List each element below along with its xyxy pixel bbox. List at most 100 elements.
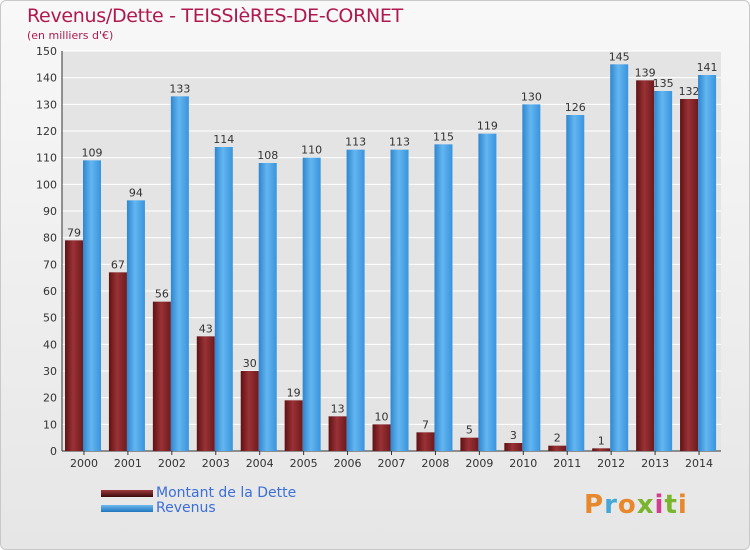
y-tick-label: 60	[43, 285, 57, 298]
x-tick-label: 2010	[509, 457, 537, 470]
bar-dette	[284, 400, 303, 451]
x-tick-label: 2000	[70, 457, 98, 470]
data-label-revenus: 126	[565, 101, 586, 114]
bar-revenus	[610, 64, 629, 452]
bar-dette	[460, 437, 479, 451]
logo-letter: x	[636, 490, 655, 520]
data-label-revenus: 115	[433, 130, 454, 143]
y-tick-label: 80	[43, 232, 57, 245]
x-tick-label: 2009	[465, 457, 493, 470]
x-tick-label: 2006	[334, 457, 362, 470]
x-tick-label: 2012	[597, 457, 625, 470]
y-tick-label: 0	[50, 445, 57, 458]
data-label-dette: 7	[422, 418, 429, 431]
logo-letter: P	[584, 490, 605, 520]
bar-dette	[504, 443, 523, 451]
proxiti-logo: Proxiti	[584, 490, 688, 520]
y-tick-label: 130	[36, 98, 57, 111]
y-tick-label: 140	[36, 72, 57, 85]
data-label-revenus: 108	[257, 149, 278, 162]
legend-label-revenus: Revenus	[156, 500, 216, 516]
bar-revenus	[434, 144, 453, 452]
bar-revenus	[83, 160, 101, 452]
bar-revenus	[654, 91, 673, 451]
x-tick-label: 2005	[290, 457, 318, 470]
bar-dette	[240, 371, 259, 451]
data-label-revenus: 133	[169, 82, 190, 95]
bar-dette	[416, 432, 435, 451]
data-label-revenus: 114	[213, 133, 234, 146]
y-tick-label: 30	[43, 365, 57, 378]
data-label-dette: 1	[598, 434, 605, 447]
logo-letter: i	[654, 490, 665, 520]
y-tick-label: 20	[43, 392, 57, 405]
data-label-dette: 30	[243, 357, 257, 370]
bar-dette	[592, 448, 611, 451]
data-label-revenus: 141	[697, 61, 718, 74]
bar-dette	[328, 416, 347, 451]
data-label-dette: 5	[466, 424, 473, 437]
x-tick-label: 2007	[378, 457, 406, 470]
x-tick-label: 2014	[685, 457, 713, 470]
data-label-revenus: 113	[345, 136, 366, 149]
bar-revenus	[698, 75, 717, 451]
logo-letter: t	[664, 490, 678, 520]
chart-subtitle: (en milliers d'€)	[27, 29, 114, 42]
x-tick-label: 2002	[158, 457, 186, 470]
y-tick-label: 40	[43, 338, 57, 351]
data-label-dette: 10	[375, 410, 389, 423]
bar-revenus	[126, 200, 145, 451]
logo-letter: o	[617, 490, 637, 520]
x-tick-label: 2001	[114, 457, 142, 470]
bar-revenus	[258, 163, 277, 451]
data-label-dette: 43	[199, 322, 213, 335]
bar-revenus	[478, 133, 497, 451]
bar-dette	[372, 424, 391, 451]
y-tick-label: 70	[43, 258, 57, 271]
y-tick-label: 50	[43, 312, 57, 325]
data-label-dette: 2	[554, 432, 561, 445]
data-label-dette: 56	[155, 288, 169, 301]
bar-revenus	[346, 149, 365, 451]
logo-letter: r	[604, 490, 618, 520]
x-tick-label: 2011	[553, 457, 581, 470]
x-tick-label: 2008	[421, 457, 449, 470]
legend-label-dette: Montant de la Dette	[156, 485, 297, 501]
bar-revenus	[390, 149, 409, 451]
data-label-revenus: 94	[129, 186, 143, 199]
data-label-revenus: 135	[653, 77, 674, 90]
y-tick-label: 100	[36, 178, 57, 191]
data-label-dette: 3	[510, 429, 517, 442]
y-tick-label: 120	[36, 125, 57, 138]
bar-dette	[636, 80, 655, 451]
bar-dette	[548, 445, 567, 451]
data-label-revenus: 109	[82, 146, 103, 159]
legend-swatch-revenus	[101, 505, 153, 512]
bar-dette	[196, 336, 215, 451]
data-label-revenus: 110	[301, 144, 322, 157]
bar-revenus	[214, 147, 233, 451]
data-label-revenus: 145	[609, 50, 630, 63]
y-tick-label: 90	[43, 205, 57, 218]
bar-dette	[680, 99, 699, 451]
legend-swatch-dette	[101, 490, 153, 497]
y-tick-label: 10	[43, 418, 57, 431]
x-tick-label: 2003	[202, 457, 230, 470]
bar-revenus	[522, 104, 541, 451]
bar-revenus	[170, 96, 189, 451]
data-label-dette: 13	[331, 402, 345, 415]
data-label-revenus: 113	[389, 136, 410, 149]
x-tick-label: 2004	[246, 457, 274, 470]
logo-letter: i	[677, 490, 688, 520]
y-tick-label: 150	[36, 45, 57, 58]
data-label-revenus: 130	[521, 90, 542, 103]
bar-dette	[108, 272, 127, 451]
data-label-dette: 67	[111, 258, 125, 271]
data-label-revenus: 119	[477, 120, 498, 133]
bar-dette	[65, 240, 83, 451]
data-label-dette: 139	[635, 66, 656, 79]
bar-dette	[152, 301, 171, 451]
x-tick-label: 2013	[641, 457, 669, 470]
